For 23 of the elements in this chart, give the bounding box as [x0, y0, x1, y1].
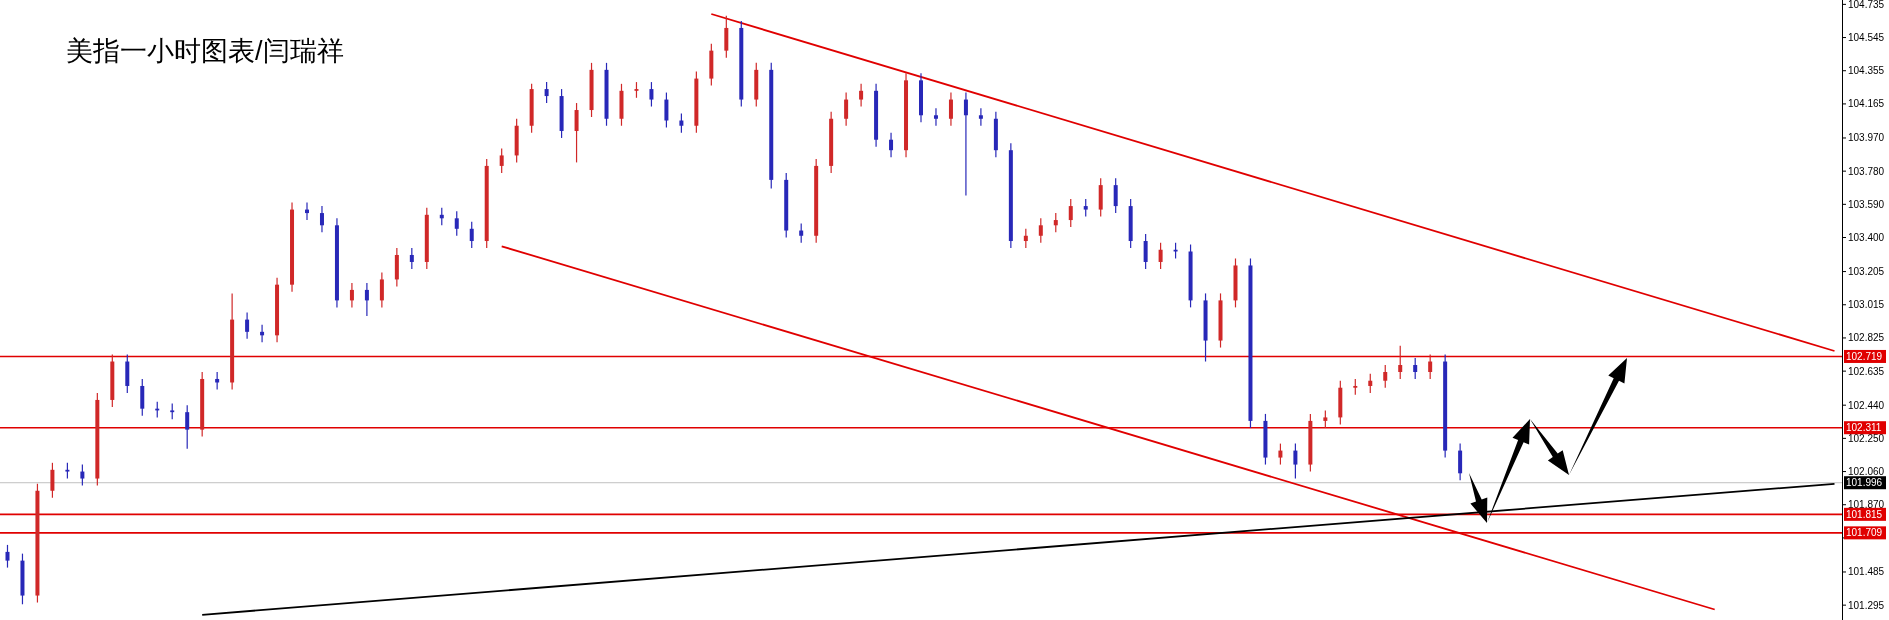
y-tick-label: 101.485 [1848, 566, 1885, 578]
ref-label: 102.311 [1844, 421, 1886, 435]
y-tick-label: 104.545 [1848, 32, 1885, 44]
y-tick-label: 102.635 [1848, 365, 1885, 377]
y-tick-label: 103.400 [1848, 232, 1885, 244]
y-tick-label: 104.735 [1848, 0, 1885, 10]
y-tick-label: 103.780 [1848, 165, 1885, 177]
ref-label: 101.815 [1844, 507, 1886, 521]
y-tick-label: 102.825 [1848, 332, 1885, 344]
y-tick-label: 104.355 [1848, 65, 1885, 77]
y-tick-label: 102.440 [1848, 399, 1885, 411]
y-tick-label: 102.250 [1848, 432, 1885, 444]
ref-line-label: 102.311 [1846, 422, 1882, 434]
y-tick-label: 104.165 [1848, 98, 1885, 110]
ref-label: 101.996 [1844, 476, 1886, 490]
y-tick-label: 103.205 [1848, 266, 1885, 278]
y-tick-label: 103.590 [1848, 198, 1885, 210]
text: 美指一小时图表/闫瑞祥 [66, 36, 344, 66]
y-tick-label: 102.060 [1848, 466, 1885, 478]
y-tick-label: 101.295 [1848, 599, 1885, 611]
ref-label: 101.709 [1844, 526, 1886, 540]
y-tick-label: 103.015 [1848, 299, 1885, 311]
y-tick-label: 103.970 [1848, 132, 1885, 144]
